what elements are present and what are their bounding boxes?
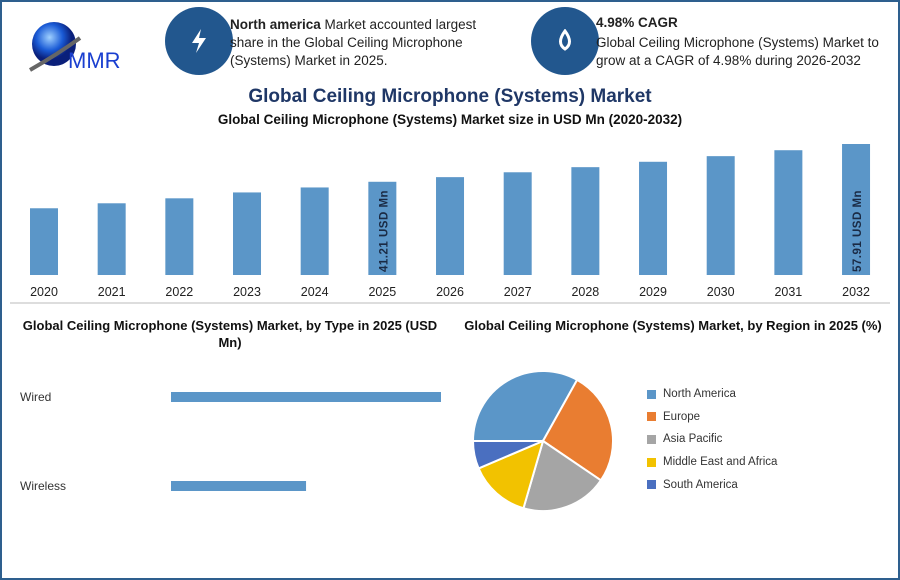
bar-chart-title: Global Ceiling Microphone (Systems) Mark… bbox=[217, 112, 683, 127]
x-tick-label: 2020 bbox=[30, 285, 58, 299]
data-label: 57.91 USD Mn bbox=[852, 190, 864, 272]
bar-2025 bbox=[368, 181, 397, 275]
x-tick-label: 2028 bbox=[571, 285, 599, 299]
flame-icon-badge bbox=[531, 7, 599, 75]
legend-swatch bbox=[647, 412, 656, 422]
x-tick-label: 2023 bbox=[233, 285, 261, 299]
type-bar-chart: Wired Wireless bbox=[20, 390, 441, 493]
legend-label: South America bbox=[663, 478, 738, 491]
bar-2029 bbox=[639, 161, 668, 275]
legend-item: South America bbox=[647, 479, 738, 491]
bar-wired bbox=[171, 392, 441, 402]
highlight-text: Global Ceiling Microphone (Systems) Mark… bbox=[596, 35, 879, 68]
x-tick-label: 2029 bbox=[639, 285, 667, 299]
pie-slice-north-america bbox=[471, 370, 579, 442]
x-tick-label: 2031 bbox=[774, 285, 802, 299]
bar-wireless bbox=[171, 481, 307, 491]
bar-2031 bbox=[774, 150, 803, 275]
legend-swatch bbox=[647, 457, 656, 467]
x-tick-label: 2021 bbox=[98, 285, 126, 299]
bar-2024 bbox=[300, 187, 329, 275]
bar-2021 bbox=[97, 203, 126, 275]
market-size-bar-chart: 2020 2021 2022 2023 2024 2025 41.21 USD Mn 2026… bbox=[10, 144, 890, 304]
svg-text:MMR: MMR bbox=[68, 48, 121, 73]
data-label: 41.21 USD Mn bbox=[378, 190, 390, 272]
legend-swatch bbox=[647, 480, 656, 490]
legend-label: Europe bbox=[663, 410, 701, 423]
bar-2023 bbox=[233, 192, 262, 275]
bar-2027 bbox=[503, 172, 532, 275]
highlight-bold: 4.98% CAGR bbox=[596, 15, 678, 30]
lightning-icon bbox=[192, 29, 206, 53]
bar-2028 bbox=[571, 167, 600, 275]
bar-2026 bbox=[436, 177, 465, 275]
legend-item: Middle East and Africa bbox=[647, 456, 777, 468]
legend-item: North America bbox=[647, 388, 736, 400]
pie-slice-europe bbox=[541, 378, 614, 482]
category-label: Wireless bbox=[20, 479, 66, 493]
mmr-logo: MMR bbox=[28, 18, 138, 78]
legend-label: Middle East and Africa bbox=[663, 456, 778, 469]
pie-slice-asia-pacific bbox=[522, 439, 603, 512]
pie-slice-south-america bbox=[471, 440, 544, 470]
x-tick-label: 2026 bbox=[436, 285, 464, 299]
x-tick-label: 2027 bbox=[504, 285, 532, 299]
region-pie-chart bbox=[471, 370, 614, 512]
globe-icon: MMR bbox=[29, 22, 121, 73]
highlight-cagr: 4.98% CAGR Global Ceiling Microphone (Sy… bbox=[596, 14, 896, 70]
bar-2020 bbox=[30, 208, 58, 275]
highlight-text: Market accounted largest share in the Gl… bbox=[230, 17, 477, 68]
flame-icon bbox=[559, 29, 571, 51]
x-tick-label: 2032 bbox=[842, 285, 870, 299]
bar-2022 bbox=[165, 198, 194, 275]
category-label: Wired bbox=[20, 390, 51, 404]
legend-swatch bbox=[647, 434, 656, 444]
legend-item: Europe bbox=[647, 411, 700, 423]
main-title: Global Ceiling Microphone (Systems) Mark… bbox=[248, 86, 652, 107]
bar-2032 bbox=[842, 144, 871, 275]
legend-item: Asia Pacific bbox=[647, 433, 722, 445]
type-chart-title: Global Ceiling Microphone (Systems) Mark… bbox=[22, 318, 438, 350]
x-tick-label: 2025 bbox=[368, 285, 396, 299]
pie-slice-middle-east-and-africa bbox=[477, 439, 545, 510]
x-tick-label: 2024 bbox=[301, 285, 329, 299]
region-chart-title: Global Ceiling Microphone (Systems) Mark… bbox=[464, 318, 882, 333]
lightning-icon-badge bbox=[165, 7, 233, 75]
legend-swatch bbox=[647, 389, 656, 399]
highlight-bold: North america bbox=[230, 17, 321, 32]
x-tick-label: 2022 bbox=[165, 285, 193, 299]
bar-2030 bbox=[706, 156, 735, 275]
legend-label: Asia Pacific bbox=[663, 433, 723, 446]
x-tick-label: 2030 bbox=[707, 285, 735, 299]
highlight-north-america: North america Market accounted largest s… bbox=[230, 16, 510, 70]
legend-label: North America bbox=[663, 388, 736, 400]
